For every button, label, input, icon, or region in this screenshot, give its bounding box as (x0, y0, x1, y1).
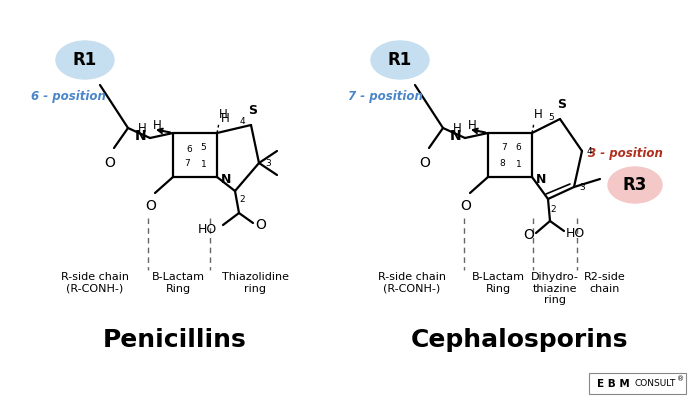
Text: H: H (468, 119, 477, 132)
Text: 5: 5 (200, 143, 206, 152)
Text: R1: R1 (73, 51, 97, 69)
Ellipse shape (608, 167, 662, 203)
Text: H: H (153, 119, 162, 132)
Text: 8: 8 (499, 159, 505, 168)
Text: H: H (221, 112, 230, 124)
Text: R3: R3 (623, 176, 647, 194)
Text: E B M: E B M (596, 379, 630, 389)
Text: 2: 2 (239, 195, 245, 204)
Text: Penicillins: Penicillins (103, 328, 247, 352)
Text: 7 - position: 7 - position (348, 90, 423, 103)
Text: O: O (104, 156, 115, 170)
Text: R1: R1 (388, 51, 412, 69)
Text: H: H (453, 122, 462, 134)
Text: HO: HO (566, 227, 585, 239)
Text: O: O (461, 199, 471, 213)
Text: 4: 4 (587, 147, 593, 155)
Text: O: O (523, 228, 534, 242)
Text: N: N (450, 129, 461, 143)
Text: S: S (249, 104, 258, 117)
Text: 3 - position: 3 - position (587, 147, 662, 160)
Text: ®: ® (677, 376, 684, 382)
Text: R-side chain
(R-CONH-): R-side chain (R-CONH-) (378, 272, 446, 294)
Text: R2-side
chain: R2-side chain (584, 272, 626, 294)
Text: 6: 6 (186, 145, 192, 154)
Text: N: N (221, 173, 231, 185)
Text: 3: 3 (265, 159, 271, 168)
Text: 1: 1 (516, 159, 522, 169)
Ellipse shape (56, 41, 114, 79)
Text: N: N (536, 173, 546, 185)
Text: S: S (557, 98, 566, 111)
Text: Dihydro-
thiazine
ring: Dihydro- thiazine ring (531, 272, 579, 305)
Text: N: N (134, 129, 146, 143)
Text: CONSULT: CONSULT (635, 379, 676, 389)
Text: 3: 3 (579, 183, 584, 192)
Text: Thiazolidine
ring: Thiazolidine ring (222, 272, 288, 294)
Text: 6 - position: 6 - position (31, 90, 106, 103)
Text: B-Lactam
Ring: B-Lactam Ring (152, 272, 204, 294)
Text: 4: 4 (239, 117, 245, 126)
Ellipse shape (371, 41, 429, 79)
Text: O: O (420, 156, 430, 170)
Text: 5: 5 (548, 112, 554, 122)
Text: HO: HO (198, 222, 217, 236)
FancyBboxPatch shape (589, 373, 686, 394)
Text: B-Lactam
Ring: B-Lactam Ring (471, 272, 525, 294)
Text: H: H (534, 108, 543, 121)
Text: 7: 7 (184, 159, 190, 168)
Text: R-side chain
(R-CONH-): R-side chain (R-CONH-) (61, 272, 129, 294)
Text: 7: 7 (501, 143, 507, 152)
Text: O: O (255, 218, 266, 232)
Text: 1: 1 (201, 159, 207, 169)
Text: O: O (145, 199, 156, 213)
Text: 2: 2 (550, 205, 555, 214)
Text: 6: 6 (515, 143, 521, 152)
Text: Cephalosporins: Cephalosporins (411, 328, 629, 352)
Text: H: H (138, 122, 147, 134)
Text: H: H (219, 108, 228, 121)
